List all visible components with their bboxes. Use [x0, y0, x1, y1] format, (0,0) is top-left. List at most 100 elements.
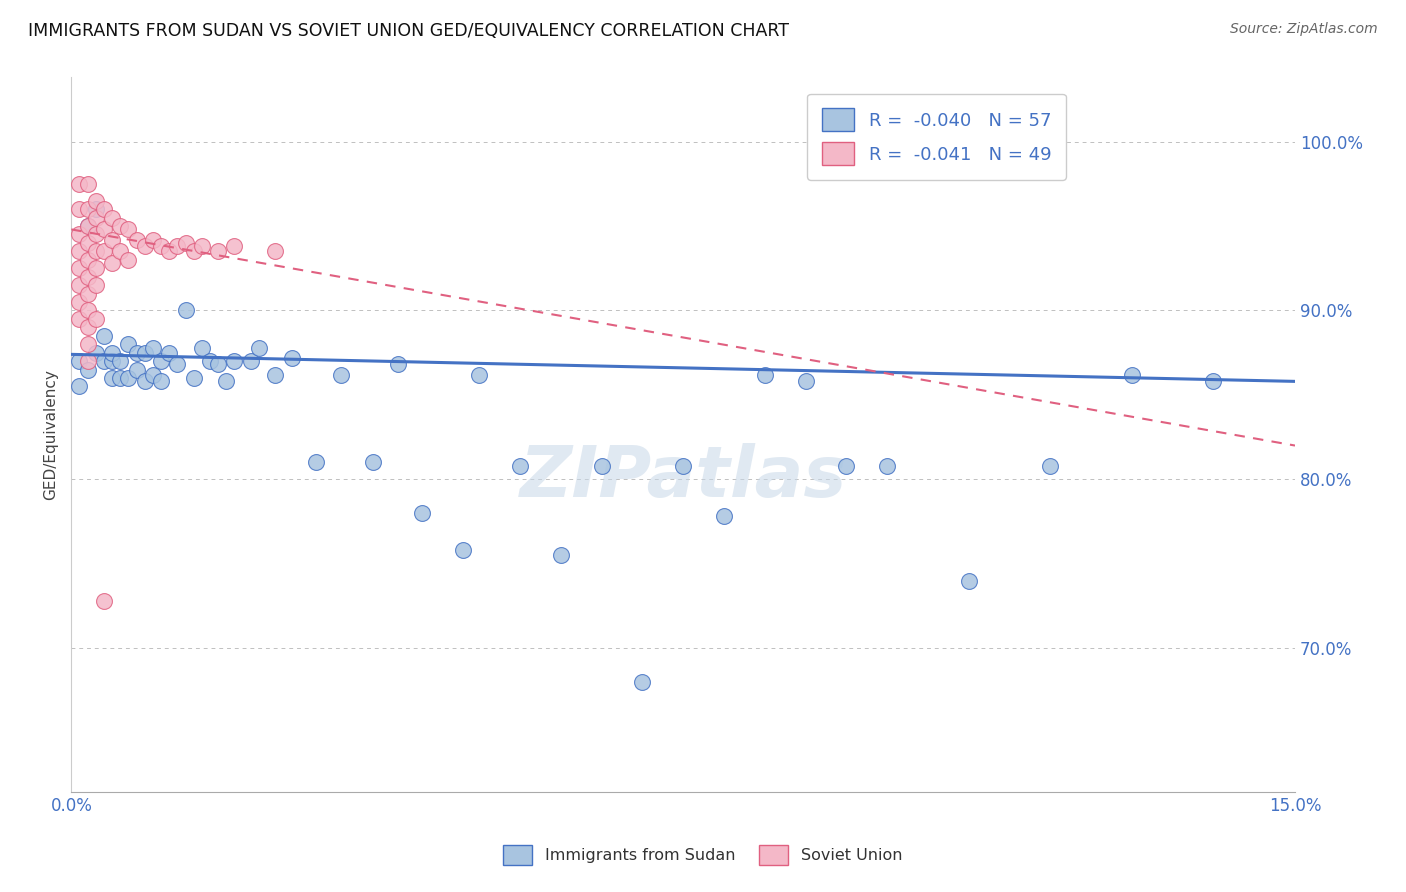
Point [280, 351, 302, 365]
Point [69, 244, 91, 259]
Point [76, 362, 98, 376]
Point [264, 244, 287, 259]
Point [183, 371, 205, 385]
Point [157, 244, 180, 259]
Point [166, 358, 188, 372]
Point [69, 295, 91, 310]
Point [157, 345, 180, 359]
Point [672, 458, 695, 473]
Point [125, 362, 148, 376]
Point [794, 375, 817, 389]
Legend: Immigrants from Sudan, Soviet Union: Immigrants from Sudan, Soviet Union [495, 837, 911, 873]
Point [125, 233, 148, 247]
Point [509, 458, 531, 473]
Point [101, 256, 124, 270]
Point [387, 358, 409, 372]
Point [84, 244, 107, 259]
Text: Source: ZipAtlas.com: Source: ZipAtlas.com [1230, 22, 1378, 37]
Point [166, 239, 188, 253]
Point [247, 341, 270, 355]
Point [76, 269, 98, 284]
Point [361, 455, 384, 469]
Point [264, 368, 287, 382]
Point [876, 458, 898, 473]
Point [110, 371, 132, 385]
Point [76, 286, 98, 301]
Point [713, 509, 735, 524]
Point [110, 244, 132, 259]
Point [69, 278, 91, 293]
Point [215, 375, 238, 389]
Point [550, 549, 572, 563]
Point [191, 239, 214, 253]
Point [84, 261, 107, 276]
Point [76, 235, 98, 250]
Point [207, 358, 229, 372]
Point [76, 219, 98, 233]
Y-axis label: GED/Equivalency: GED/Equivalency [44, 369, 58, 500]
Point [84, 345, 107, 359]
Point [110, 354, 132, 368]
Point [174, 303, 197, 318]
Point [411, 506, 433, 520]
Point [468, 368, 491, 382]
Point [93, 202, 115, 216]
Point [69, 261, 91, 276]
Point [76, 252, 98, 267]
Point [174, 235, 197, 250]
Point [84, 194, 107, 208]
Point [224, 239, 246, 253]
Point [93, 222, 115, 236]
Point [101, 354, 124, 368]
Point [76, 303, 98, 318]
Point [84, 312, 107, 326]
Point [76, 202, 98, 216]
Point [69, 354, 91, 368]
Point [76, 320, 98, 334]
Point [451, 543, 474, 558]
Point [150, 239, 173, 253]
Text: ZIPatlas: ZIPatlas [519, 443, 846, 512]
Point [1202, 375, 1225, 389]
Point [134, 375, 156, 389]
Point [84, 211, 107, 225]
Point [117, 252, 139, 267]
Point [198, 354, 221, 368]
Point [101, 233, 124, 247]
Point [150, 375, 173, 389]
Point [101, 211, 124, 225]
Point [93, 244, 115, 259]
Point [835, 458, 858, 473]
Point [93, 354, 115, 368]
Point [117, 371, 139, 385]
Point [207, 244, 229, 259]
Point [76, 219, 98, 233]
Point [125, 345, 148, 359]
Point [1039, 458, 1062, 473]
Point [239, 354, 262, 368]
Point [76, 354, 98, 368]
Point [101, 345, 124, 359]
Point [110, 219, 132, 233]
Point [957, 574, 980, 588]
Point [84, 278, 107, 293]
Point [754, 368, 776, 382]
Point [84, 202, 107, 216]
Point [142, 233, 165, 247]
Point [69, 177, 91, 191]
Point [117, 337, 139, 351]
Point [76, 177, 98, 191]
Point [1121, 368, 1143, 382]
Point [101, 371, 124, 385]
Point [183, 244, 205, 259]
Point [329, 368, 352, 382]
Point [224, 354, 246, 368]
Legend: R =  -0.040   N = 57, R =  -0.041   N = 49: R = -0.040 N = 57, R = -0.041 N = 49 [807, 94, 1066, 179]
Point [93, 594, 115, 608]
Point [76, 337, 98, 351]
Point [591, 458, 613, 473]
Point [69, 379, 91, 393]
Point [134, 345, 156, 359]
Point [69, 202, 91, 216]
Point [142, 368, 165, 382]
